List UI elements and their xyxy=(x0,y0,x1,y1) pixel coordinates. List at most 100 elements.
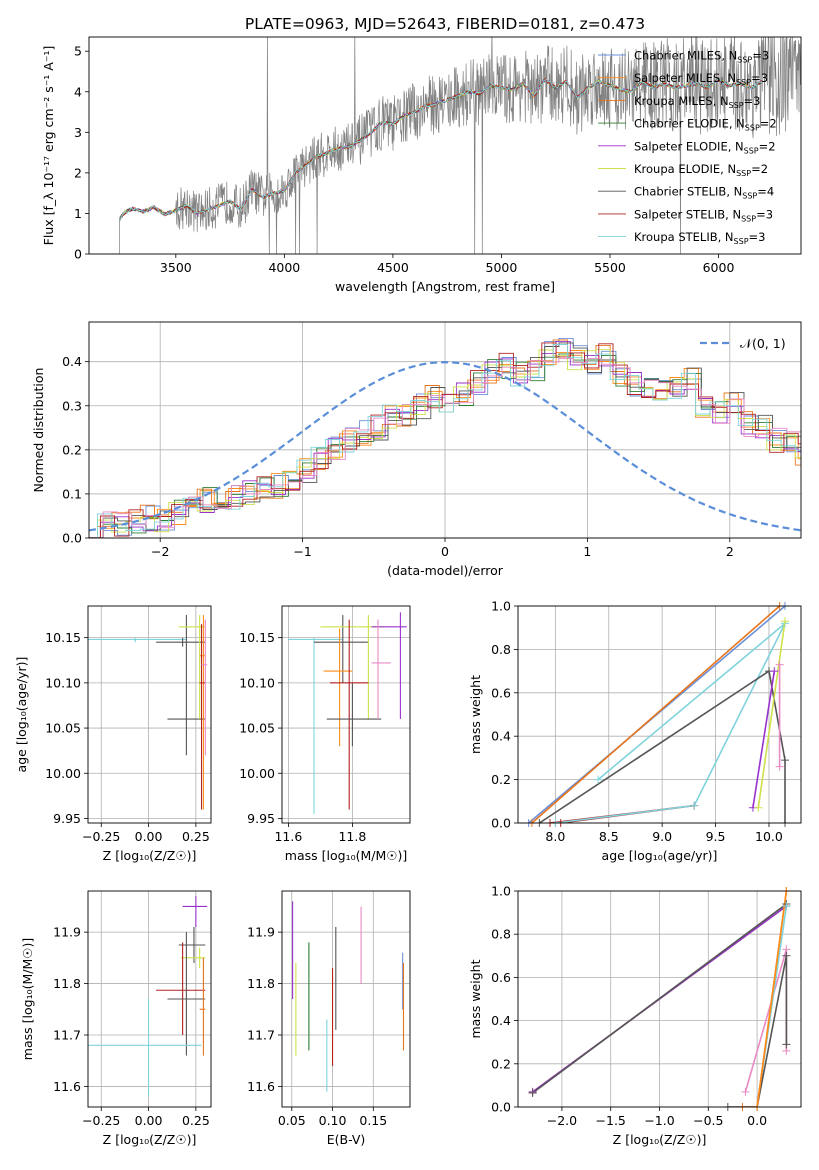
legend-label: Chabrier ELODIE, NSSP=2 xyxy=(634,117,777,133)
x-tick-label: 11.6 xyxy=(274,829,302,844)
histogram-chabrier-stelib xyxy=(89,342,801,538)
weight-line xyxy=(555,622,786,823)
legend-label: Salpeter MILES, NSSP=3 xyxy=(634,71,768,87)
x-tick-label: 4500 xyxy=(377,260,409,275)
axes-residuals: −2 −1 0 1 2 0.0 0.1 0.2 0.3 0.4 (data-model)/error… xyxy=(31,321,802,578)
y-tick-label: 0.3 xyxy=(62,398,82,413)
x-tick-label: 5500 xyxy=(594,260,626,275)
y-tick-label: 4 xyxy=(74,84,82,99)
y-axis-label: Flux [f_λ 10⁻¹⁷ erg cm⁻² s⁻¹ A⁻¹] xyxy=(41,46,56,246)
weight-marker xyxy=(782,902,791,911)
axes-frame xyxy=(517,605,802,824)
y-tick-label: 0.4 xyxy=(62,354,82,369)
y-tick-label: 11.9 xyxy=(247,925,275,940)
histogram-kroupa-stelib xyxy=(89,344,801,538)
x-tick-label: 0.25 xyxy=(182,1113,210,1128)
axes-frame xyxy=(87,890,212,1108)
y-tick-label: 10.05 xyxy=(45,721,81,736)
x-tick-label: −1 xyxy=(293,544,311,559)
x-tick-label: 8.5 xyxy=(599,829,619,844)
x-tick-label: 1 xyxy=(583,544,591,559)
plot-area xyxy=(528,606,786,823)
x-axis-label: wavelength [Angstrom, rest frame] xyxy=(335,279,555,294)
plot-area xyxy=(89,337,801,538)
y-tick-label: 0.0 xyxy=(62,531,82,546)
y-tick-label: 0.4 xyxy=(491,729,511,744)
histogram-chabrier-miles xyxy=(89,337,801,538)
y-axis-label: mass weight xyxy=(468,675,483,754)
y-tick-label: 9.95 xyxy=(53,811,81,826)
weight-marker xyxy=(782,951,791,960)
x-tick-label: 0.00 xyxy=(135,829,163,844)
x-tick-label: 8.0 xyxy=(545,829,565,844)
axes-frame xyxy=(87,605,212,824)
x-tick-label: −2 xyxy=(151,544,169,559)
legend-label: Salpeter ELODIE, NSSP=2 xyxy=(634,139,776,155)
y-tick-label: 0.6 xyxy=(491,685,511,700)
y-tick-label: 10.05 xyxy=(239,721,275,736)
y-tick-label: 11.8 xyxy=(247,976,275,991)
model-line-kroupa-stelib xyxy=(119,78,762,222)
axes-mass_vs_EBV: 0.05 0.10 0.15 11.6 11.7 11.8 11.9 E(B-V) xyxy=(247,890,411,1147)
y-tick-label: 10.15 xyxy=(45,630,81,645)
y-tick-label: 10.10 xyxy=(239,675,275,690)
y-tick-label: 10.15 xyxy=(239,630,275,645)
y-axis-label: mass weight xyxy=(468,959,483,1038)
weight-line xyxy=(752,670,776,808)
y-tick-label: 0.8 xyxy=(491,642,511,657)
weight-line xyxy=(532,903,787,1094)
y-tick-label: 0.6 xyxy=(491,970,511,985)
plot-area xyxy=(532,891,788,1107)
x-tick-label: 0.25 xyxy=(182,829,210,844)
weight-marker xyxy=(780,756,789,765)
observed-spectrum-line xyxy=(109,37,801,254)
x-tick-label: 11.8 xyxy=(338,829,366,844)
weight-marker xyxy=(775,762,784,771)
y-tick-label: 11.7 xyxy=(247,1028,275,1043)
x-tick-label: −0.25 xyxy=(82,829,120,844)
y-tick-label: 1.0 xyxy=(491,599,511,614)
histogram-kroupa-stelib-cross xyxy=(89,357,801,538)
y-tick-label: 0 xyxy=(74,247,82,262)
x-tick-label: 2 xyxy=(726,544,734,559)
y-axis-label: age [log₁₀(age/yr)] xyxy=(14,657,29,773)
y-tick-label: 2 xyxy=(74,165,82,180)
weight-marker xyxy=(775,660,784,669)
y-tick-label: 0.4 xyxy=(491,1013,511,1028)
histogram-salpeter-miles xyxy=(89,350,801,538)
y-tick-label: 3 xyxy=(74,125,82,140)
weight-line xyxy=(742,891,788,1107)
legend-label: Chabrier STELIB, NSSP=4 xyxy=(634,185,774,201)
axes-frame xyxy=(88,36,802,255)
x-tick-label: 9.5 xyxy=(706,829,726,844)
histogram-kroupa-elodie xyxy=(89,349,801,538)
y-tick-label: 10.00 xyxy=(45,766,81,781)
x-axis-label: Z [log₁₀(Z/Z☉)] xyxy=(613,1132,707,1147)
plot-area xyxy=(88,896,208,1097)
y-tick-label: 0.8 xyxy=(491,927,511,942)
legend-label: Chabrier MILES, NSSP=3 xyxy=(634,49,769,65)
x-tick-label: 4000 xyxy=(268,260,300,275)
y-tick-label: 1.0 xyxy=(491,884,511,899)
x-axis-label: age [log₁₀(age/yr)] xyxy=(602,848,718,863)
y-tick-label: 11.6 xyxy=(53,1079,81,1094)
x-axis-label: (data-model)/error xyxy=(387,563,504,578)
axes-frame xyxy=(88,321,802,539)
y-axis-label: Normed distribution xyxy=(31,368,46,493)
weight-line xyxy=(757,621,786,808)
weight-marker xyxy=(741,1087,750,1096)
histogram-salpeter-stelib xyxy=(89,342,801,538)
legend-label: Kroupa ELODIE, NSSP=2 xyxy=(634,162,768,178)
normal-curve xyxy=(89,360,801,532)
axes-mass_vs_Z: −0.25 0.00 0.25 11.6 11.7 11.8 11.9 Z [log₁₀(Z/… xyxy=(20,890,212,1147)
x-tick-label: −1.0 xyxy=(644,1113,674,1128)
y-tick-label: 5 xyxy=(74,44,82,59)
axes-frame xyxy=(517,890,802,1108)
x-axis-label: Z [log₁₀(Z/Z☉)] xyxy=(103,848,197,863)
y-tick-label: 11.8 xyxy=(53,976,81,991)
weight-line xyxy=(531,606,781,823)
y-tick-label: 9.95 xyxy=(247,811,275,826)
x-tick-label: 0.05 xyxy=(278,1113,306,1128)
x-tick-label: 0.15 xyxy=(359,1113,387,1128)
